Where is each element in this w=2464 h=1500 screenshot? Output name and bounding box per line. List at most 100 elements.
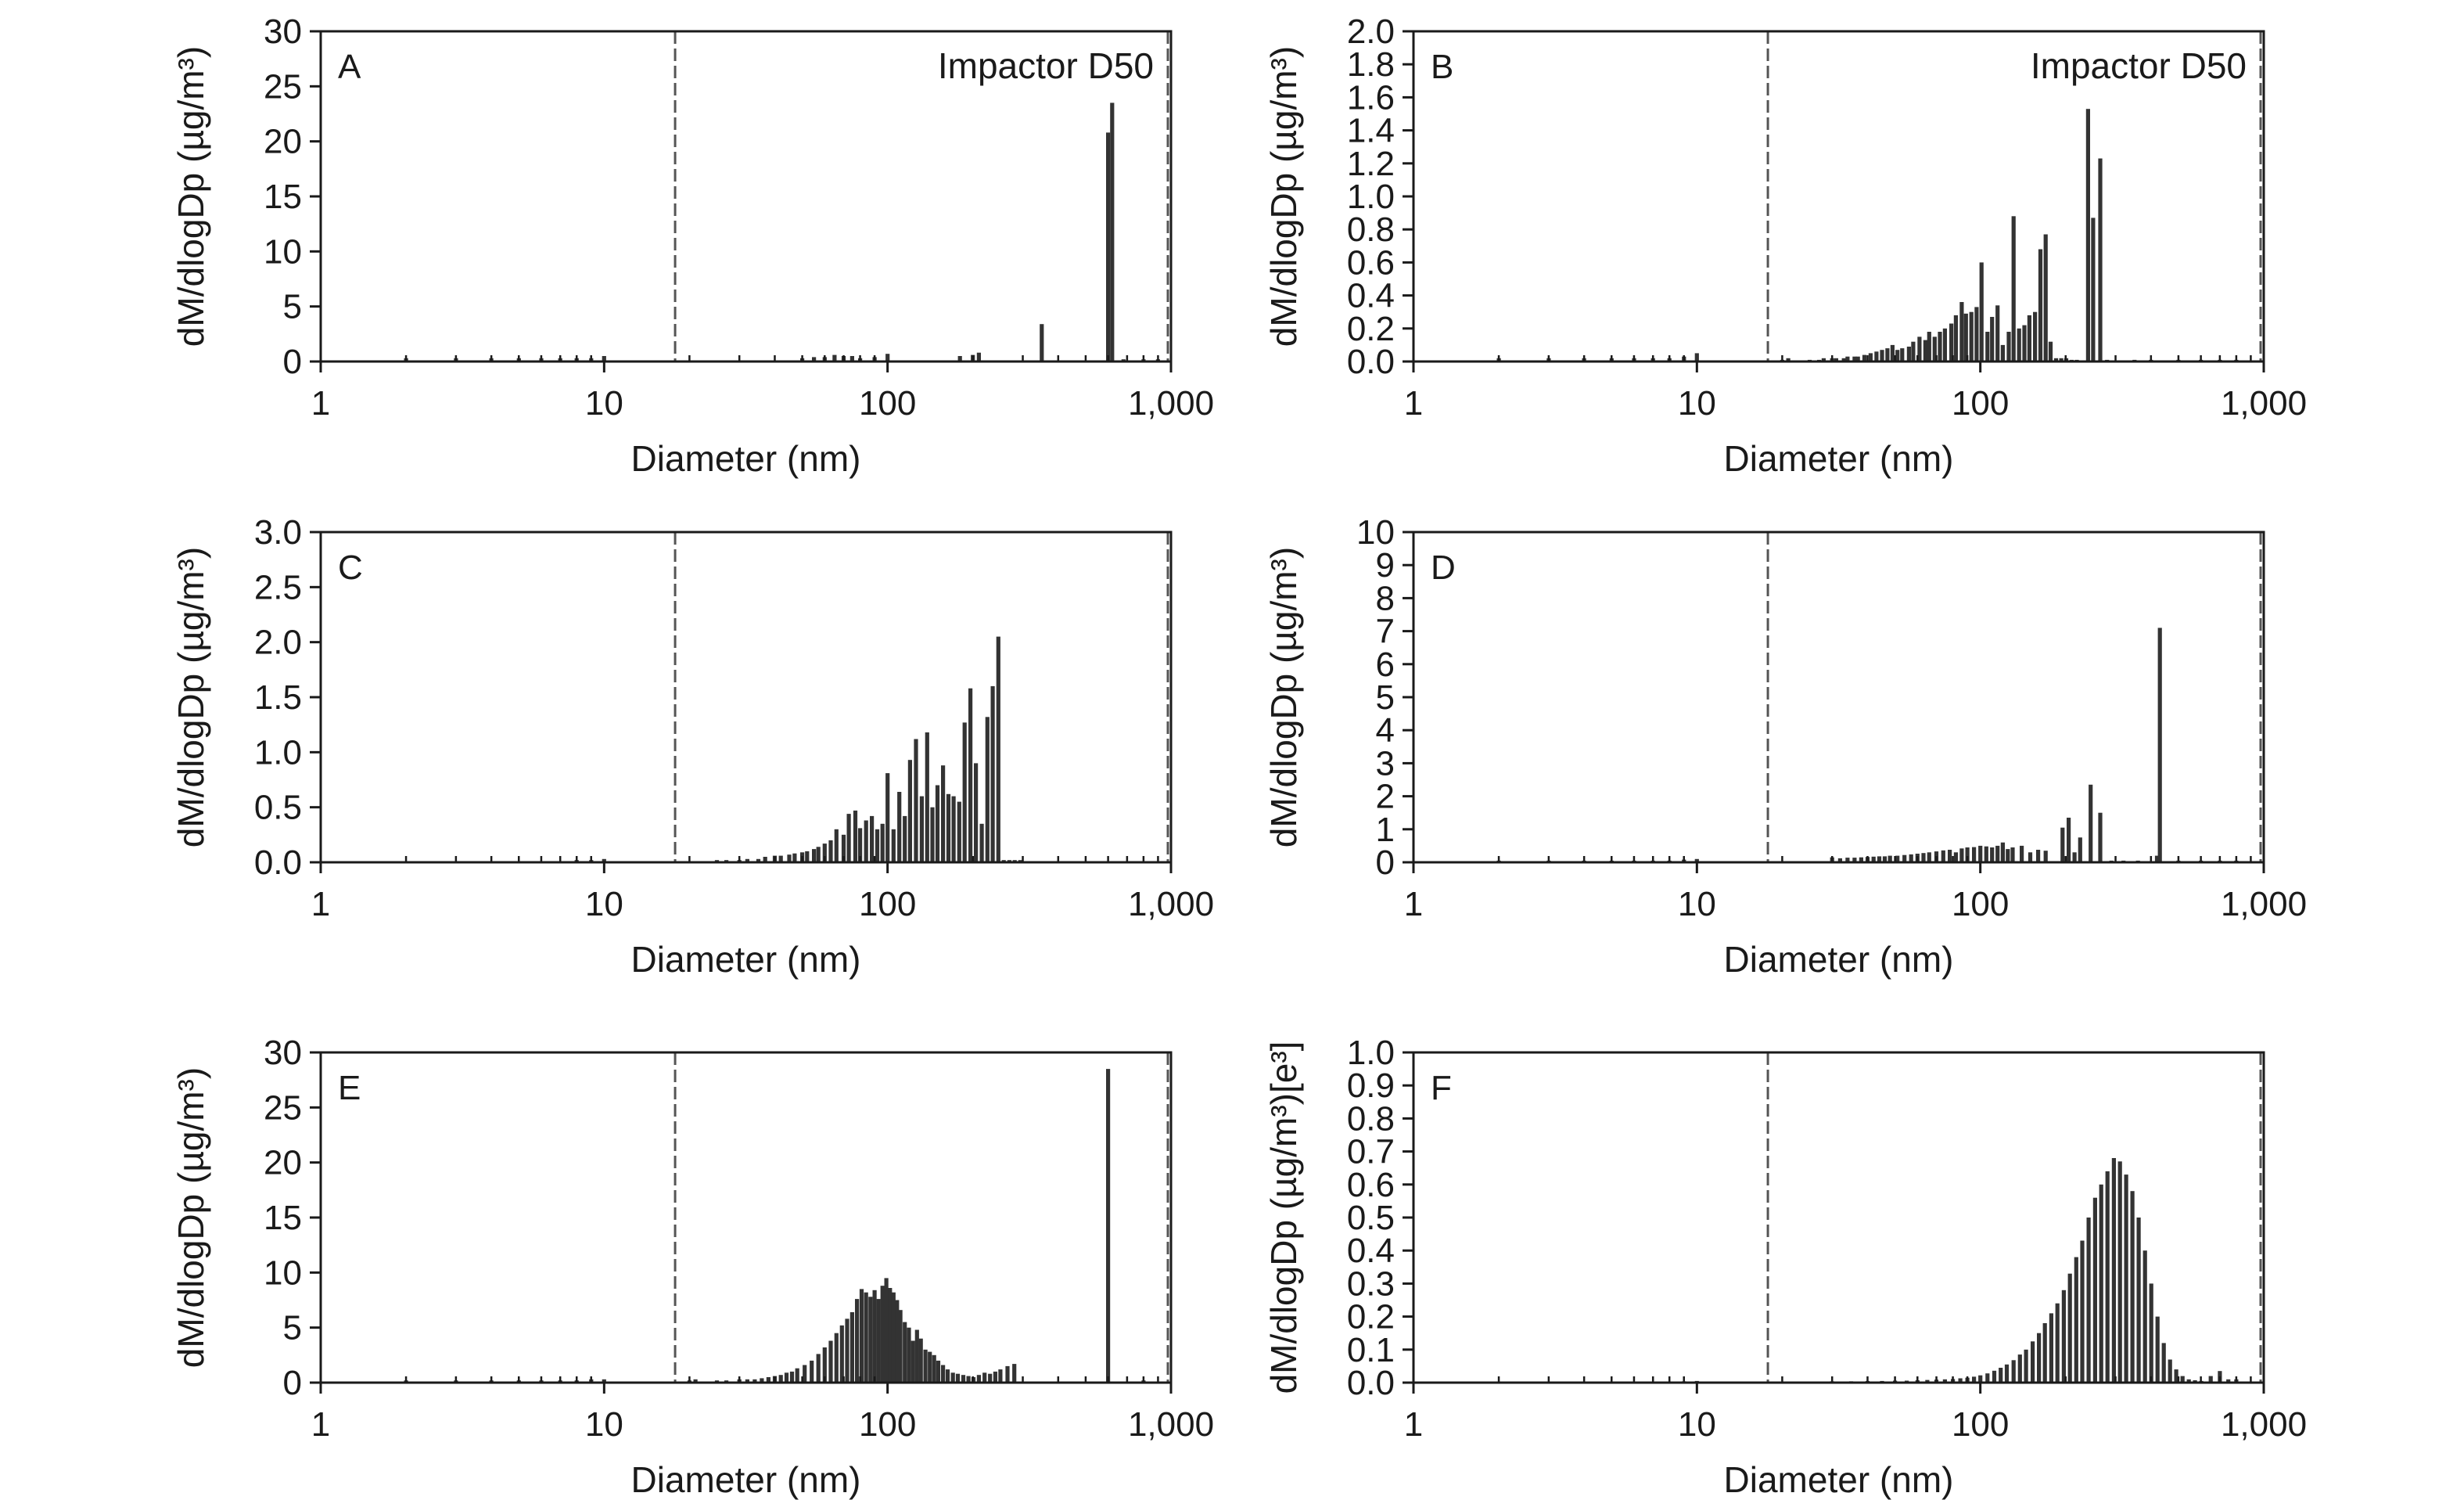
panel-b-bar	[1911, 341, 1916, 362]
panel-f-y-tick-label: 0.1	[1347, 1331, 1395, 1369]
panel-d-bar	[2154, 855, 2160, 862]
panel-c-bar	[745, 858, 749, 862]
panel-e-bar	[760, 1378, 764, 1383]
panel-c-bar	[962, 722, 967, 862]
panel-e-y-tick-label: 5	[283, 1309, 302, 1347]
panel-e-bar	[945, 1369, 950, 1383]
panel-a-y-tick-label: 30	[264, 13, 302, 51]
panel-d-bar	[2043, 851, 2048, 862]
panel-f-y-tick-label: 0.4	[1347, 1232, 1395, 1270]
panel-d-bar	[1959, 848, 1964, 862]
panel-c-bar	[853, 810, 858, 862]
panel-e-frame	[319, 1051, 1173, 1384]
panel-f-bar	[1972, 1376, 1977, 1383]
panel-b-y-tick-label: 0.0	[1347, 343, 1395, 381]
panel-b-bar	[2017, 328, 2021, 362]
panel-f-bar	[2004, 1364, 2010, 1383]
panel-e-bar	[988, 1373, 993, 1383]
panel-d-y-tick-label: 2	[1376, 778, 1395, 816]
panel-b-bar	[1885, 348, 1890, 362]
panel-c-bar	[941, 765, 946, 862]
panel-b-bar	[2048, 341, 2053, 362]
panel-c-y-tick-label: 1.0	[254, 733, 302, 772]
panel-c-y-tick-label: 3.0	[254, 513, 302, 552]
panel-a-x-tick-label: 10	[585, 384, 623, 423]
panel-c-y-tick-label: 2.0	[254, 624, 302, 662]
panel-b-bar	[1855, 356, 1860, 362]
panel-d-bar	[2060, 827, 2065, 862]
panel-d-y-tick-label: 3	[1376, 744, 1395, 782]
panel-b-bar	[1862, 354, 1867, 362]
panel-a-x-tick-label: 100	[859, 384, 916, 423]
panel-d-x-tick-label: 100	[1952, 885, 2009, 923]
panel-c-bar	[858, 828, 863, 862]
panel-a-annotation: Impactor D50	[938, 45, 1154, 86]
panel-e-bar	[872, 1290, 877, 1383]
panel-f-bar	[1985, 1373, 1990, 1383]
panel-c-bar	[925, 732, 929, 862]
panel-c-bar	[897, 792, 902, 862]
panel-b-annotation: Impactor D50	[2031, 45, 2247, 86]
panel-b-bar	[1694, 353, 1699, 362]
panel-f-bar	[2143, 1250, 2147, 1383]
panel-c-letter: C	[338, 549, 363, 587]
panel-a-bar	[849, 356, 854, 362]
panel-f-x-tick-label: 100	[1952, 1405, 2009, 1444]
panel-e-y-tick-label: 20	[264, 1144, 302, 1182]
panel-c-x-tick-label: 10	[585, 885, 623, 923]
panel-b-bar	[1963, 313, 1968, 362]
panel-a-bar	[1106, 132, 1111, 362]
panel-f-x-tick-label: 1	[1404, 1405, 1423, 1444]
panel-c-bar	[792, 853, 797, 862]
panel-b-bar	[1990, 317, 1995, 362]
panel-e-y-tick-label: 15	[264, 1199, 302, 1237]
panel-b-bar	[2098, 158, 2103, 362]
panel-d-bar	[1953, 852, 1958, 862]
panel-b-bar	[1932, 336, 1937, 362]
panel-d-bar	[1965, 847, 1970, 862]
panel-b-y-tick-label: 0.2	[1347, 310, 1395, 348]
panel-b-x-axis-title: Diameter (nm)	[1724, 438, 1954, 479]
panel-d-bar	[1948, 850, 1952, 862]
panel-b-bar	[1821, 358, 1826, 362]
panel-b-x-tick-label: 1,000	[2221, 384, 2307, 423]
panel-e-bar	[803, 1365, 807, 1383]
panel-e-bar	[907, 1327, 911, 1383]
panel-e-bar	[923, 1349, 928, 1383]
panel-f-y-tick-label: 0.6	[1347, 1166, 1395, 1204]
panel-c-bar	[875, 829, 880, 862]
panel-b-bar	[2085, 109, 2090, 362]
panel-d-bar	[2072, 852, 2077, 862]
panel-e-bar	[903, 1322, 907, 1383]
panel-f-bar	[2226, 1379, 2231, 1383]
panel-c-bar	[974, 763, 979, 862]
panel-d-bar	[1845, 858, 1850, 862]
panel-e-bar	[864, 1292, 868, 1383]
panel-c-bar	[870, 815, 875, 862]
panel-b-bar	[1890, 344, 1895, 362]
panel-c-x-tick-label: 1	[311, 885, 330, 923]
panel-a-bar	[832, 354, 837, 362]
panel-e-bar	[795, 1368, 799, 1383]
panel-a-y-axis-title: dM/dlogDp (µg/m³)	[171, 46, 211, 347]
panel-f-bar	[2186, 1379, 2191, 1383]
panel-d-bar	[1909, 854, 1913, 862]
panel-d-bar	[1941, 850, 1945, 862]
panel-c-bar	[778, 855, 783, 862]
panel-e-y-tick-label: 25	[264, 1088, 302, 1127]
panel-d-bar	[2036, 850, 2041, 862]
panel-f-bar	[1978, 1375, 1983, 1383]
panel-c-bar	[812, 849, 817, 862]
panel-c-bar	[828, 840, 833, 862]
panel-e-bar	[950, 1372, 955, 1383]
panel-f-bar	[2024, 1349, 2028, 1383]
panel-f-bar	[2105, 1171, 2110, 1383]
panel-f-bar	[1958, 1378, 1963, 1383]
panel-f-bar	[2031, 1341, 2035, 1383]
panel-c-bar	[756, 858, 761, 862]
panel-c-bar	[996, 636, 1000, 862]
panel-e-y-tick-label: 0	[283, 1364, 302, 1402]
panel-b-y-tick-label: 0.8	[1347, 210, 1395, 249]
panel-f-y-tick-label: 0.5	[1347, 1199, 1395, 1237]
panel-f-bar	[1999, 1368, 2003, 1383]
